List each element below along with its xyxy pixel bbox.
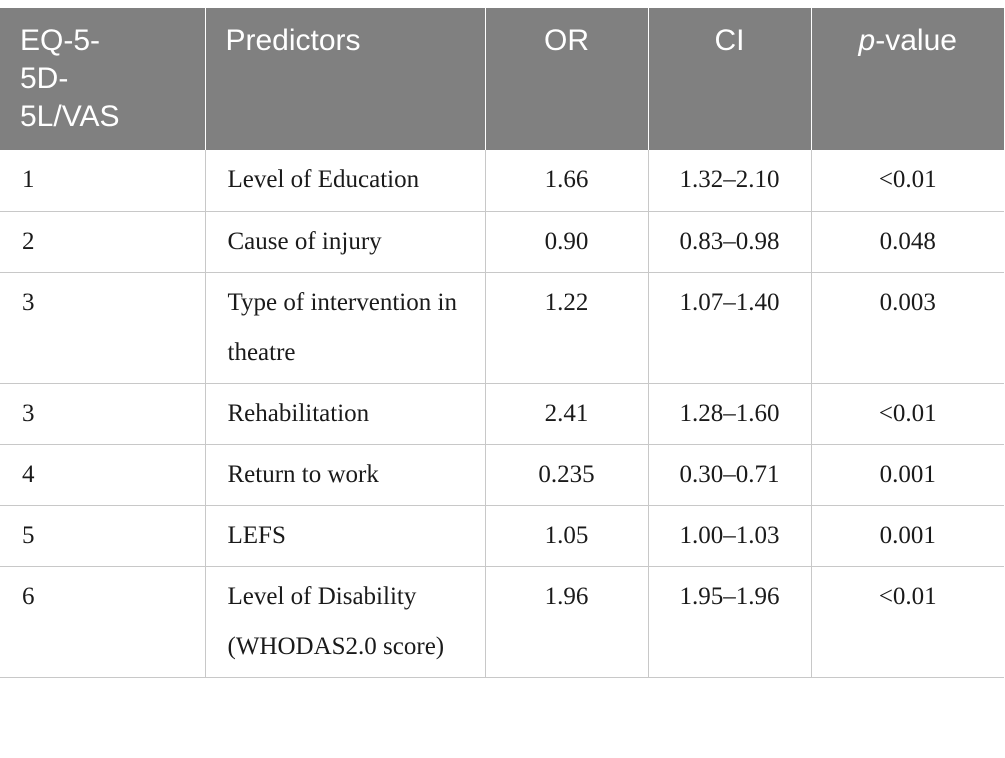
cell-predictor: Type of intervention in theatre <box>204 272 485 384</box>
cell-predictor: LEFS <box>204 505 485 567</box>
cell-ci: 1.95–1.96 <box>647 566 811 678</box>
cell-p: <0.01 <box>810 150 1004 212</box>
header-p-italic: p <box>858 24 876 57</box>
table-row: 6 Level of Disability (WHODAS2.0 score) … <box>0 566 1004 678</box>
cell-ci: 0.30–0.71 <box>647 444 811 506</box>
header-predictors: Predictors <box>204 8 485 150</box>
table-row: 2 Cause of injury 0.90 0.83–0.98 0.048 <box>0 211 1004 273</box>
header-or: OR <box>484 8 648 150</box>
regression-results-table: EQ-5-5D-5L/VAS Predictors OR CI p-value … <box>0 8 1004 678</box>
cell-eq: 2 <box>0 211 205 273</box>
table-row: 4 Return to work 0.235 0.30–0.71 0.001 <box>0 444 1004 506</box>
cell-p: 0.001 <box>810 505 1004 567</box>
header-p-value: p-value <box>810 8 1004 150</box>
table-header: EQ-5-5D-5L/VAS Predictors OR CI p-value <box>0 8 1004 150</box>
cell-eq: 3 <box>0 272 205 384</box>
cell-or: 1.22 <box>484 272 648 384</box>
cell-p: <0.01 <box>810 383 1004 445</box>
table-row: 1 Level of Education 1.66 1.32–2.10 <0.0… <box>0 150 1004 212</box>
cell-eq: 5 <box>0 505 205 567</box>
cell-predictor: Return to work <box>204 444 485 506</box>
cell-predictor: Level of Disability (WHODAS2.0 score) <box>204 566 485 678</box>
cell-ci: 0.83–0.98 <box>647 211 811 273</box>
cell-p: <0.01 <box>810 566 1004 678</box>
cell-predictor: Cause of injury <box>204 211 485 273</box>
table-row: 3 Rehabilitation 2.41 1.28–1.60 <0.01 <box>0 383 1004 445</box>
table-row: 5 LEFS 1.05 1.00–1.03 0.001 <box>0 505 1004 567</box>
table-body: 1 Level of Education 1.66 1.32–2.10 <0.0… <box>0 150 1004 678</box>
cell-or: 2.41 <box>484 383 648 445</box>
cell-ci: 1.32–2.10 <box>647 150 811 212</box>
cell-ci: 1.07–1.40 <box>647 272 811 384</box>
cell-eq: 3 <box>0 383 205 445</box>
cell-predictor: Rehabilitation <box>204 383 485 445</box>
cell-or: 1.05 <box>484 505 648 567</box>
cell-eq: 4 <box>0 444 205 506</box>
cell-or: 1.66 <box>484 150 648 212</box>
cell-or: 1.96 <box>484 566 648 678</box>
header-eq5d: EQ-5-5D-5L/VAS <box>0 8 205 150</box>
table-row: 3 Type of intervention in theatre 1.22 1… <box>0 272 1004 384</box>
cell-or: 0.235 <box>484 444 648 506</box>
cell-or: 0.90 <box>484 211 648 273</box>
cell-predictor: Level of Education <box>204 150 485 212</box>
cell-ci: 1.28–1.60 <box>647 383 811 445</box>
cell-p: 0.048 <box>810 211 1004 273</box>
header-p-suffix: -value <box>875 24 957 57</box>
header-row: EQ-5-5D-5L/VAS Predictors OR CI p-value <box>0 8 1004 150</box>
header-ci: CI <box>647 8 811 150</box>
cell-eq: 1 <box>0 150 205 212</box>
cell-ci: 1.00–1.03 <box>647 505 811 567</box>
cell-eq: 6 <box>0 566 205 678</box>
cell-p: 0.003 <box>810 272 1004 384</box>
cell-p: 0.001 <box>810 444 1004 506</box>
